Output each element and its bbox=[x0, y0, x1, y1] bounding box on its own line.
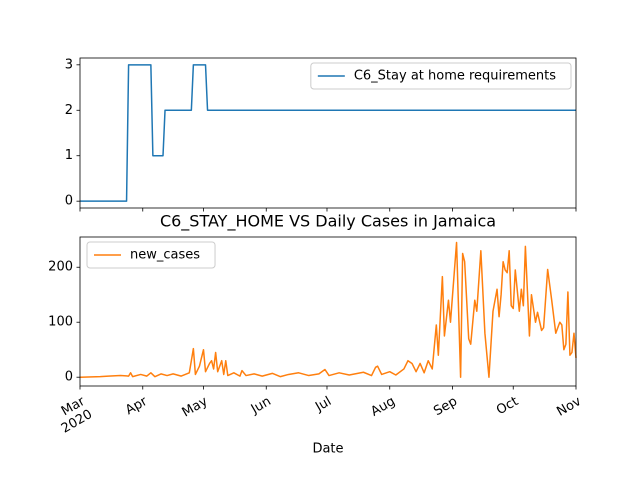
y-tick-label: 0 bbox=[65, 370, 73, 385]
y-tick-label: 1 bbox=[65, 148, 73, 163]
axes-frame bbox=[79, 236, 577, 387]
y-tick-label: 0 bbox=[65, 194, 73, 209]
legend-label: C6_Stay at home requirements bbox=[354, 69, 556, 84]
chart-title: C6_STAY_HOME VS Daily Cases in Jamaica bbox=[160, 212, 496, 232]
legend-box bbox=[310, 62, 572, 90]
y-tick-label: 2 bbox=[65, 103, 73, 118]
legend-label: new_cases bbox=[130, 248, 200, 263]
axes-frame bbox=[79, 57, 577, 209]
y-tick-label: 3 bbox=[65, 57, 73, 72]
data-line bbox=[80, 64, 576, 202]
legend-box bbox=[86, 241, 216, 269]
y-tick-label: 100 bbox=[48, 315, 73, 330]
x-axis-label: Date bbox=[312, 442, 343, 457]
y-tick-label: 200 bbox=[48, 260, 73, 275]
data-line bbox=[79, 241, 577, 378]
